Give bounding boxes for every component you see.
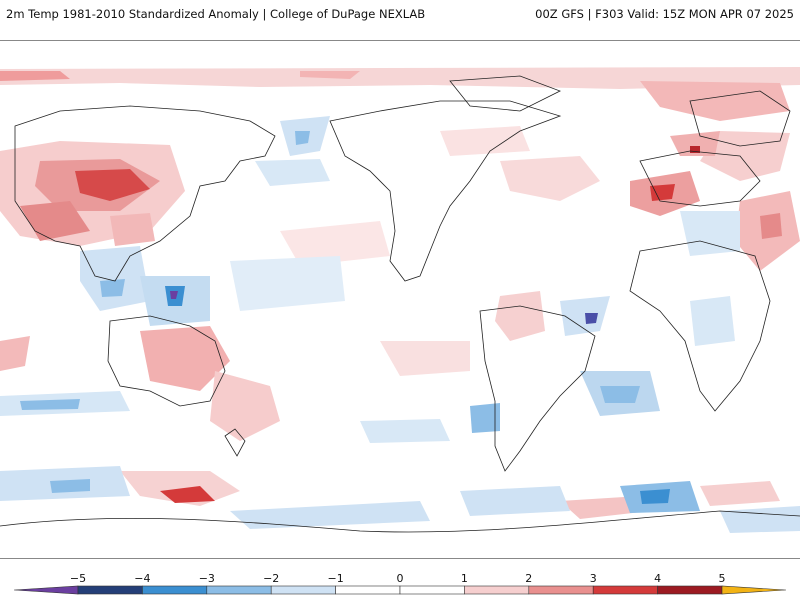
colorbar: −5 −4 −3 −2 −1 0 1 2 3 4 5	[0, 560, 800, 600]
colorbar-tick-label: 4	[654, 572, 661, 585]
colorbar-tick-label: 2	[525, 572, 532, 585]
anomaly-map[interactable]	[0, 40, 800, 559]
colorbar-tick-label: 5	[719, 572, 726, 585]
coastlines	[0, 75, 800, 533]
colorbar-segment	[592, 585, 658, 595]
header: 2m Temp 1981-2010 Standardized Anomaly |…	[0, 0, 800, 40]
colorbar-segment	[206, 585, 272, 595]
cool-anomalies	[0, 116, 800, 533]
colorbar-svg: −5 −4 −3 −2 −1 0 1 2 3 4 5	[13, 572, 787, 595]
run-info: 00Z GFS | F303 Valid: 15Z MON APR 07 202…	[535, 7, 794, 21]
colorbar-segment	[528, 585, 594, 595]
colorbar-segment	[335, 585, 401, 595]
colorbar-tick-label: −1	[327, 572, 343, 585]
colorbar-tick-label: 3	[590, 572, 597, 585]
colorbar-segment	[399, 585, 465, 595]
colorbar-segment	[657, 585, 723, 595]
colorbar-segment	[142, 585, 208, 595]
warm-anomalies	[0, 67, 800, 519]
colorbar-tick-label: −2	[263, 572, 279, 585]
colorbar-segment	[464, 585, 530, 595]
colorbar-segment	[77, 585, 143, 595]
map-title: 2m Temp 1981-2010 Standardized Anomaly |…	[6, 7, 426, 21]
colorbar-tick-label: −5	[70, 572, 86, 585]
colorbar-tick-label: −3	[199, 572, 215, 585]
colorbar-segment	[270, 585, 336, 595]
colorbar-segment-low	[13, 585, 79, 595]
colorbar-tick-label: 1	[461, 572, 468, 585]
map-canvas	[0, 41, 800, 558]
colorbar-tick-label: 0	[397, 572, 404, 585]
colorbar-segment-high	[721, 585, 787, 595]
colorbar-tick-label: −4	[134, 572, 150, 585]
